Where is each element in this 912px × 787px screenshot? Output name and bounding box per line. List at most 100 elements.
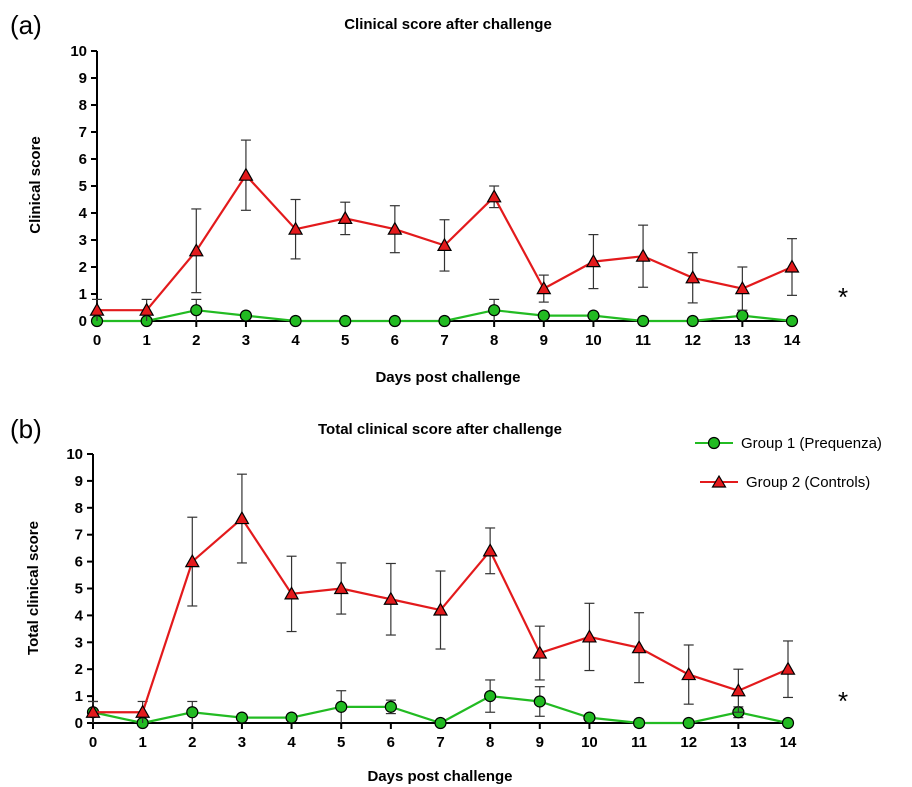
panel-a-series-1-point — [289, 314, 302, 328]
panel-a-series-1-point — [686, 314, 699, 328]
panel-a-series-2-point — [536, 280, 552, 295]
legend-marker-circle — [707, 436, 721, 450]
panel-b-series-1-point — [682, 716, 695, 730]
panel-a-x-tick-label: 4 — [291, 332, 300, 349]
panel-a-y-tick-label: 3 — [79, 232, 87, 249]
panel-b-x-axis-label: Days post challenge — [367, 768, 512, 785]
panel-b-y-tick-label: 5 — [75, 581, 83, 598]
panel-b-x-tick-label: 9 — [536, 734, 544, 751]
legend-label-group-2: Group 2 (Controls) — [746, 474, 870, 491]
panel-a-y-tick-label: 0 — [79, 313, 87, 330]
panel-b-x-tick-label: 1 — [138, 734, 146, 751]
legend: Group 1 (Prequenza) Group 2 (Controls) — [695, 435, 882, 491]
panel-a-series-1-point — [388, 314, 401, 328]
panel-b-y-tick-label: 9 — [75, 473, 83, 490]
panel-b-series-2-point — [681, 666, 697, 681]
panel-b-series-1-point — [384, 700, 397, 713]
panel-a-x-tick-label: 2 — [192, 332, 200, 349]
panel-b-y-tick-label: 8 — [75, 500, 83, 517]
panel-a-series-2-point — [486, 189, 502, 203]
panel-a-x-axis-label: Days post challenge — [375, 369, 520, 386]
panel-a-series-2-point — [635, 248, 651, 262]
panel-a-x-tick-label: 7 — [440, 332, 448, 349]
panel-b-series-2-point — [85, 704, 101, 718]
panel-a-series-2-point — [387, 221, 403, 235]
panel-b-series-2-point — [780, 661, 796, 675]
panel-b-x-tick-label: 7 — [436, 734, 444, 751]
panel-b-series-2-point — [234, 510, 250, 525]
panel-a-y-tick-label: 10 — [70, 43, 87, 60]
legend-marker-triangle — [711, 474, 727, 488]
panel-b-x-tick-label: 8 — [486, 734, 494, 751]
panel-a-significance-marker: * — [838, 282, 848, 312]
panel-b-x-tick-label: 10 — [581, 734, 598, 751]
panel-a-x-tick-label: 13 — [734, 332, 751, 349]
panel-b-x-tick-label: 11 — [631, 734, 647, 751]
panel-b-x-tick-label: 14 — [780, 734, 797, 751]
panel-a-x-tick-label: 6 — [391, 332, 399, 349]
panel-a-x-tick-label: 3 — [242, 332, 250, 349]
panel-a-x-tick-label: 8 — [490, 332, 498, 349]
panel-b-series-1-point — [335, 700, 348, 713]
panel-b-y-tick-label: 0 — [75, 715, 83, 732]
panel-a-label: (a) — [10, 10, 42, 40]
panel-b-series-2-point — [333, 580, 349, 595]
panel-b-series-2-point — [730, 683, 746, 697]
panel-b-x-tick-label: 12 — [680, 734, 697, 751]
panel-b: (b) Total clinical score after challenge… — [10, 414, 882, 785]
panel-b-significance-marker: * — [838, 686, 848, 716]
panel-a-x-tick-label: 12 — [684, 332, 701, 349]
panel-a-series-1-point — [587, 309, 600, 322]
panel-b-series-1-point — [434, 716, 447, 730]
panel-a-series-2 — [89, 139, 800, 321]
panel-a-x-tick-label: 9 — [540, 332, 548, 349]
panel-a-y-tick-label: 2 — [79, 259, 87, 276]
panel-a-series-2-point — [436, 237, 453, 251]
legend-label-group-1: Group 1 (Prequenza) — [741, 435, 882, 452]
panel-a-series-2-point — [734, 280, 750, 295]
legend-entry-group-2: Group 2 (Controls) — [700, 474, 870, 491]
panel-b-y-tick-label: 7 — [75, 527, 83, 544]
panel-a-series-2-point — [139, 302, 155, 316]
panel-a-series-2-point — [238, 167, 254, 181]
panel-a-series-2-point — [585, 253, 601, 268]
panel-a-y-tick-label: 7 — [79, 124, 87, 141]
panel-b-y-tick-label: 6 — [75, 554, 83, 571]
panel-b-series-2-point — [135, 704, 151, 718]
panel-b-y-tick-label: 4 — [75, 607, 84, 624]
panel-a-series-2-point — [337, 210, 353, 224]
panel-a-series-2-point — [188, 243, 204, 257]
legend-entry-group-1: Group 1 (Prequenza) — [695, 435, 882, 452]
panel-a-x-tick-label: 11 — [635, 332, 651, 349]
panel-b-series-2-point — [631, 639, 647, 654]
panel-b-x-tick-label: 2 — [188, 734, 196, 751]
panel-b-series-1-point — [533, 695, 546, 708]
panel-b-y-tick-label: 2 — [75, 661, 83, 678]
panel-a-y-tick-label: 8 — [79, 97, 87, 114]
panel-a-series-2-point — [288, 221, 304, 235]
panel-b-series-1-point — [484, 689, 497, 703]
panel-a-y-tick-label: 6 — [79, 151, 87, 168]
panel-b-series-2-point — [532, 645, 548, 659]
panel-b-series-1-point — [186, 706, 199, 719]
panel-a-x-tick-label: 14 — [784, 332, 801, 349]
panel-b-y-tick-label: 10 — [66, 446, 83, 463]
panel-a-x-tick-label: 5 — [341, 332, 349, 349]
panel-b-x-tick-label: 3 — [238, 734, 246, 751]
panel-a-y-tick-label: 9 — [79, 70, 87, 87]
panel-b-y-tick-label: 1 — [75, 688, 83, 705]
panel-b-x-tick-label: 6 — [387, 734, 395, 751]
panel-b-series-2-point — [284, 586, 300, 600]
panel-b-y-axis-label: Total clinical score — [25, 521, 42, 655]
panel-b-series-1-point — [583, 711, 596, 724]
panel-a-series-1-point — [438, 314, 451, 328]
panel-a-x-tick-label: 10 — [585, 332, 602, 349]
panel-a-series-2-point — [784, 259, 800, 273]
panel-a-y-tick-label: 1 — [79, 286, 87, 303]
panel-a-x-tick-label: 0 — [93, 332, 101, 349]
panel-b-series-1-point — [235, 711, 249, 724]
panel-a-title: Clinical score after challenge — [344, 16, 552, 33]
